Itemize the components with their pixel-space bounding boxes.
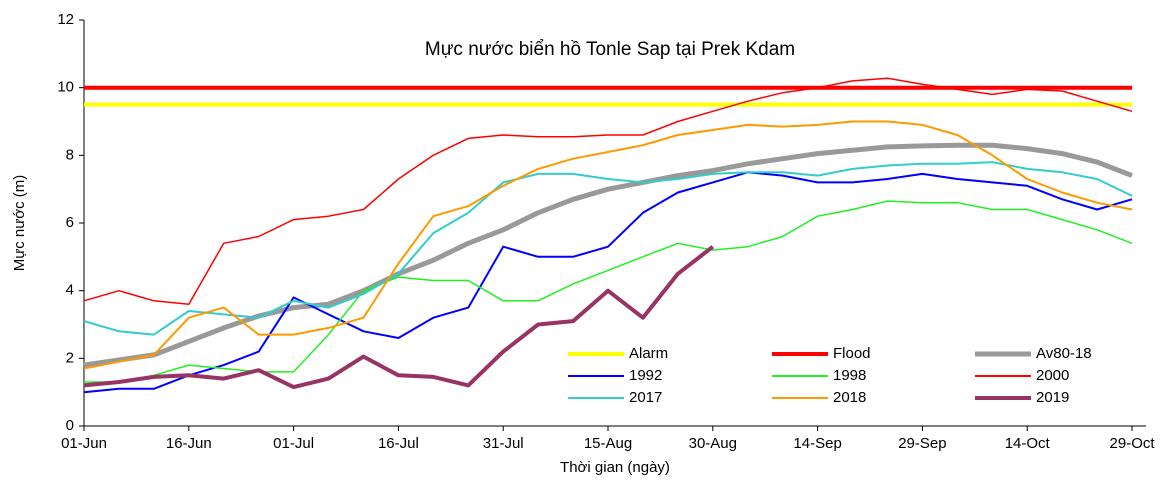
chart-title: Mực nước biển hồ Tonle Sap tại Prek Kdam <box>425 39 795 60</box>
y-tick-label: 10 <box>57 79 74 96</box>
x-tick-label: 29-Sep <box>898 435 946 452</box>
x-tick-label: 14-Sep <box>793 435 841 452</box>
legend-label: Av80-18 <box>1036 345 1092 362</box>
series-line <box>83 171 1133 394</box>
x-tick-label: 30-Aug <box>689 435 737 452</box>
y-tick-label: 2 <box>66 349 74 366</box>
x-tick-label: 14-Oct <box>1005 435 1051 452</box>
legend-label: 1992 <box>629 367 662 384</box>
x-tick-label: 01-Jul <box>273 435 314 452</box>
series-line <box>83 77 1133 305</box>
x-tick-label: 15-Aug <box>584 435 632 452</box>
legend-label: 2017 <box>629 389 662 406</box>
y-axis-label: Mực nước (m) <box>11 175 28 272</box>
legend-label: 2019 <box>1036 389 1069 406</box>
legend-label: 2000 <box>1036 367 1069 384</box>
legend-label: Alarm <box>629 345 668 362</box>
x-tick-label: 01-Jun <box>61 435 107 452</box>
y-tick-label: 12 <box>57 11 74 28</box>
series-line <box>83 120 1133 370</box>
y-tick-label: 4 <box>66 282 74 299</box>
legend-label: 2018 <box>833 389 866 406</box>
legend-label: 1998 <box>833 367 866 384</box>
x-axis-label: Thời gian (ngày) <box>560 459 670 476</box>
series-line <box>83 142 1133 368</box>
x-tick-label: 16-Jun <box>166 435 212 452</box>
x-tick-label: 16-Jul <box>378 435 419 452</box>
series-line <box>83 245 715 390</box>
y-tick-label: 6 <box>66 214 74 231</box>
x-tick-label: 29-Oct <box>1110 435 1156 452</box>
y-tick-label: 0 <box>66 417 74 434</box>
legend-label: Flood <box>833 345 871 362</box>
y-tick-label: 8 <box>66 146 74 163</box>
series-line <box>83 161 1133 336</box>
x-tick-label: 31-Jul <box>483 435 524 452</box>
